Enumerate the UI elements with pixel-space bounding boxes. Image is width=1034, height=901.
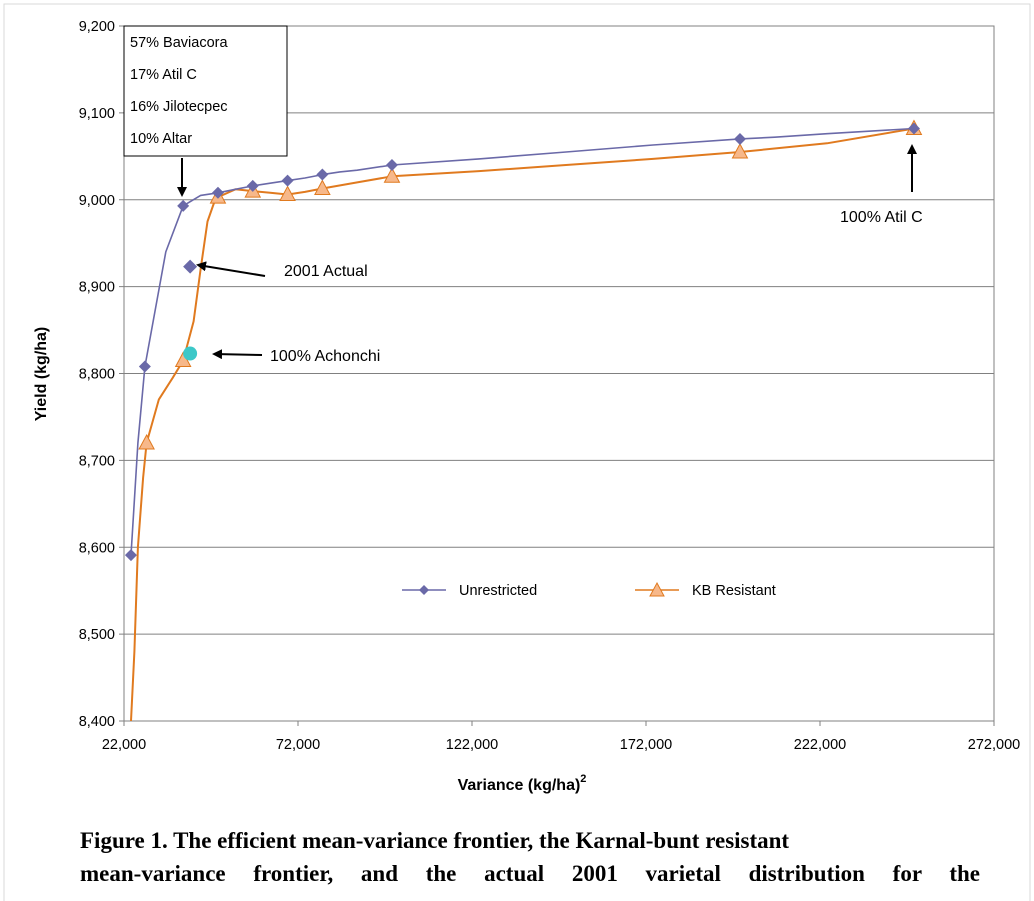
y-tick-label-3: 8,700 — [79, 453, 115, 469]
unrestricted-point-7 — [385, 159, 398, 171]
kb-resistant-point-7 — [731, 142, 749, 159]
y-axis-title: Yield (kg/ha) — [33, 327, 50, 422]
unrestricted-point-4 — [246, 179, 259, 192]
x-axis-title-superscript: 2 — [580, 773, 586, 785]
composition-box — [123, 25, 288, 157]
legend-kb-label: KB Resistant — [692, 583, 776, 599]
unrestricted-point-0 — [124, 549, 137, 562]
series-line-unrestricted — [130, 127, 915, 556]
y-axis-ticks: 8,400 8,500 8,600 8,700 8,800 8,900 9,000 9,100… — [79, 19, 124, 730]
y-tick-label-1: 8,500 — [79, 627, 115, 643]
y-tick-label-8: 9,200 — [79, 19, 115, 35]
unrestricted-point-8 — [733, 132, 746, 145]
kb-resistant-point-5 — [314, 179, 331, 195]
box-line-2: 17% Atil C — [130, 67, 197, 83]
figure-caption: Figure 1. The efficient mean-variance fr… — [80, 824, 980, 890]
x-tick-label-5: 272,000 — [968, 737, 1020, 753]
highlight-actual-2001 — [183, 259, 198, 274]
box-line-4: 10% Altar — [130, 131, 192, 147]
x-tick-label-1: 72,000 — [276, 737, 320, 753]
actual-arrow — [196, 261, 266, 277]
x-tick-label-4: 222,000 — [794, 737, 846, 753]
y-tick-label-7: 9,100 — [79, 106, 115, 122]
x-tick-label-2: 122,000 — [446, 737, 498, 753]
x-axis-title-text: Variance (kg/ha) — [458, 777, 581, 794]
x-axis-title: Variance (kg/ha)2 — [458, 773, 587, 794]
achonchi-label: 100% Achonchi — [270, 348, 380, 365]
unrestricted-point-2 — [177, 199, 190, 212]
legend: Unrestricted KB Resistant — [402, 581, 776, 599]
y-tick-label-2: 8,600 — [79, 540, 115, 556]
y-tick-label-4: 8,800 — [79, 367, 115, 383]
legend-unrestricted-marker — [419, 585, 429, 595]
x-tick-label-3: 172,000 — [620, 737, 672, 753]
y-tick-label-5: 8,900 — [79, 280, 115, 296]
x-axis-ticks: 22,000 72,000 122,000 172,000 222,000 272,000 — [102, 721, 1020, 753]
unrestricted-point-1 — [138, 360, 151, 373]
series-layer — [124, 119, 923, 722]
box-line-3: 16% Jilotecpec — [130, 99, 228, 115]
unrestricted-point-9 — [907, 122, 920, 135]
unrestricted-point-6 — [316, 168, 329, 181]
achonchi-arrow — [212, 349, 263, 360]
unrestricted-point-3 — [211, 186, 224, 199]
atil-label: 100% Atil C — [840, 209, 923, 226]
highlight-layer — [183, 259, 198, 361]
y-tick-label-6: 9,000 — [79, 193, 115, 209]
kb-resistant-point-6 — [383, 167, 401, 183]
unrestricted-point-5 — [281, 174, 294, 187]
legend-unrestricted-label: Unrestricted — [459, 583, 537, 599]
caption-line-1: Figure 1. The efficient mean-variance fr… — [80, 828, 790, 853]
actual-label: 2001 Actual — [284, 263, 368, 280]
kb-resistant-point-0 — [138, 433, 155, 450]
legend-kb-marker — [649, 581, 665, 597]
highlight-achonchi — [183, 346, 198, 361]
y-tick-label-0: 8,400 — [79, 714, 115, 730]
box-line-1: 57% Baviacora — [130, 35, 228, 51]
x-tick-label-0: 22,000 — [102, 737, 146, 753]
kb-resistant-point-4 — [279, 185, 296, 202]
caption-line-2: mean-variance frontier, and the actual 2… — [80, 861, 980, 886]
